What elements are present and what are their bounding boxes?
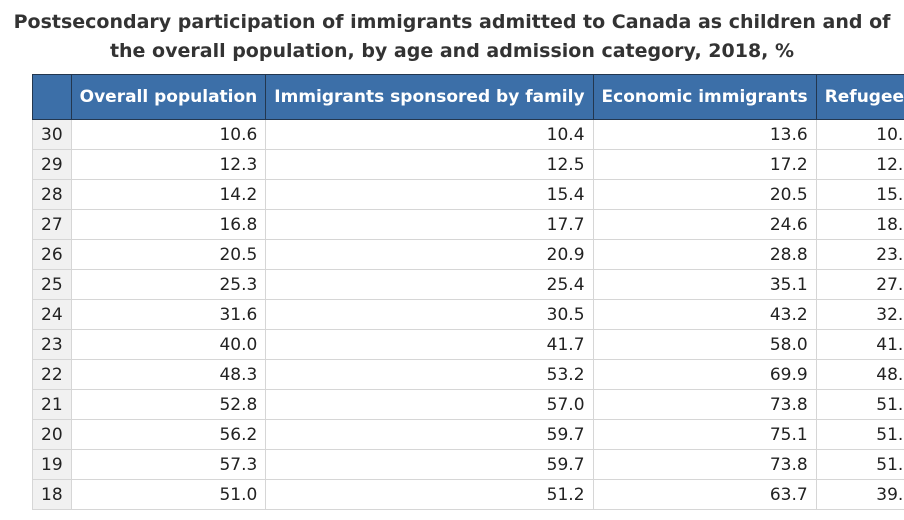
table-cell: 48.3 <box>70 359 267 390</box>
column-header-economic-immigrants: Economic immigrants <box>592 74 817 120</box>
row-label-age: 21 <box>32 389 72 420</box>
table-cell: 51.3 <box>815 389 904 420</box>
table-cell: 52.8 <box>70 389 267 420</box>
table-cell: 17.2 <box>592 149 817 180</box>
row-label-age: 28 <box>32 179 72 210</box>
table-cell: 69.9 <box>592 359 817 390</box>
column-header-sponsored-by-family: Immigrants sponsored by family <box>265 74 594 120</box>
table-cell: 17.7 <box>265 209 594 240</box>
table-cell: 25.3 <box>70 269 267 300</box>
table-cell: 73.8 <box>592 389 817 420</box>
column-header-refugees: Refugees <box>815 74 904 120</box>
corner-header-cell <box>32 74 72 120</box>
table-cell: 16.8 <box>70 209 267 240</box>
table-cell: 35.1 <box>592 269 817 300</box>
table-cell: 27.2 <box>815 269 904 300</box>
table-cell: 43.2 <box>592 299 817 330</box>
row-label-age: 23 <box>32 329 72 360</box>
table-cell: 41.0 <box>815 329 904 360</box>
row-label-age: 30 <box>32 119 72 150</box>
header-row: Overall population Immigrants sponsored … <box>32 74 904 120</box>
row-label-age: 29 <box>32 149 72 180</box>
table-cell: 39.4 <box>815 479 904 510</box>
table-cell: 58.0 <box>592 329 817 360</box>
data-table: Overall population Immigrants sponsored … <box>32 74 904 510</box>
table-cell: 24.6 <box>592 209 817 240</box>
table-cell: 20.9 <box>265 239 594 270</box>
table-cell: 30.5 <box>265 299 594 330</box>
table-cell: 51.0 <box>70 479 267 510</box>
table-cell: 40.0 <box>70 329 267 360</box>
table-cell: 12.5 <box>265 149 594 180</box>
table-cell: 20.5 <box>592 179 817 210</box>
table-cell: 75.1 <box>592 419 817 450</box>
table-cell: 31.6 <box>70 299 267 330</box>
table-cell: 73.8 <box>592 449 817 480</box>
table-cell: 12.3 <box>70 149 267 180</box>
table-cell: 10.6 <box>70 119 267 150</box>
table-cell: 51.0 <box>815 419 904 450</box>
table-cell: 53.2 <box>265 359 594 390</box>
table-cell: 28.8 <box>592 239 817 270</box>
row-label-age: 24 <box>32 299 72 330</box>
table-cell: 32.5 <box>815 299 904 330</box>
row-label-age: 18 <box>32 479 72 510</box>
table-cell: 48.1 <box>815 359 904 390</box>
row-label-age: 19 <box>32 449 72 480</box>
table-cell: 59.7 <box>265 419 594 450</box>
table-cell: 59.7 <box>265 449 594 480</box>
table-cell: 13.6 <box>592 119 817 150</box>
table-cell: 12.1 <box>815 149 904 180</box>
row-label-age: 25 <box>32 269 72 300</box>
row-label-age: 27 <box>32 209 72 240</box>
table-cell: 63.7 <box>592 479 817 510</box>
row-label-age: 22 <box>32 359 72 390</box>
table-cell: 56.2 <box>70 419 267 450</box>
table-cell: 51.2 <box>265 479 594 510</box>
table-cell: 41.7 <box>265 329 594 360</box>
table-cell: 51.1 <box>815 449 904 480</box>
chart-title: Postsecondary participation of immigrant… <box>13 11 891 62</box>
row-label-age: 20 <box>32 419 72 450</box>
table-cell: 20.5 <box>70 239 267 270</box>
table-cell: 15.3 <box>815 179 904 210</box>
table-cell: 23.0 <box>815 239 904 270</box>
column-header-overall-population: Overall population <box>70 74 267 120</box>
table-cell: 18.4 <box>815 209 904 240</box>
table-cell: 10.4 <box>265 119 594 150</box>
table-cell: 15.4 <box>265 179 594 210</box>
table-cell: 10.8 <box>815 119 904 150</box>
table-cell: 57.3 <box>70 449 267 480</box>
table-cell: 25.4 <box>265 269 594 300</box>
table-body: 3010.610.413.610.82912.312.517.212.12814… <box>32 119 904 510</box>
row-label-age: 26 <box>32 239 72 270</box>
table-cell: 57.0 <box>265 389 594 420</box>
table-cell: 14.2 <box>70 179 267 210</box>
